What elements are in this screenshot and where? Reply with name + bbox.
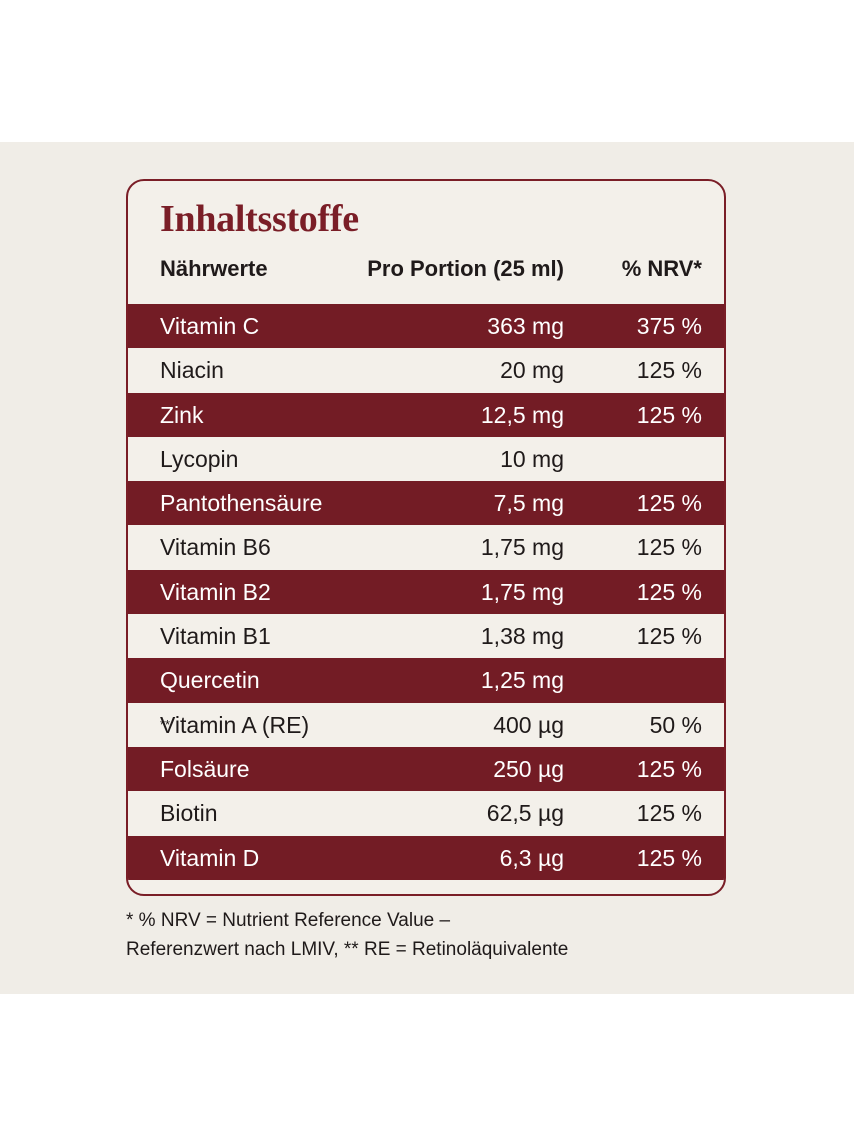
table-row: Vitamin D 6,3 µg 125 % <box>128 835 724 880</box>
nutrient-amount: 1,25 mg <box>480 667 564 694</box>
table-row: Vitamin B1 1,38 mg 125 % <box>128 614 724 658</box>
footnote-line: * % NRV = Nutrient Reference Value – <box>126 910 451 931</box>
nutrient-nrv: 125 % <box>636 534 702 561</box>
header-per-portion: Pro Portion (25 ml) <box>367 256 564 281</box>
nutrient-name: Vitamin B2 <box>160 578 271 605</box>
nutrient-amount: 363 mg <box>487 313 564 339</box>
table-row: Vitamin B2 1,75 mg 125 % <box>128 569 724 615</box>
nutrient-nrv: 125 % <box>636 755 702 782</box>
nutrient-name: Niacin <box>160 357 224 384</box>
table-row: Vitamin C 363 mg 375 % <box>128 304 724 349</box>
table-row: Folsäure 250 µg 125 % <box>128 746 724 792</box>
nutrient-name: Lycopin <box>160 445 239 472</box>
nutrient-name: Vitamin B6 <box>160 534 271 561</box>
nutrient-name: Vitamin C <box>160 313 260 339</box>
nutrient-nrv: 50 % <box>649 711 702 738</box>
footnote-line: Referenzwert nach LMIV, ** RE = Retinolä… <box>126 939 569 960</box>
nutrient-name: Vitamin D <box>160 844 260 871</box>
header-nutrients: Nährwerte <box>160 256 268 281</box>
nutrient-amount: 1,75 mg <box>480 534 564 561</box>
nutrient-name: Quercetin <box>160 667 260 694</box>
table-row: Zink 12,5 mg 125 % <box>128 392 724 437</box>
nutrient-nrv: 375 % <box>636 313 702 339</box>
nutrient-nrv: 125 % <box>636 490 702 517</box>
nutrient-nrv: 125 % <box>636 401 702 428</box>
table-row: Pantothensäure 7,5 mg 125 % <box>128 481 724 526</box>
nutrient-name: Vitamin B1 <box>160 623 271 650</box>
nutrient-name: Biotin <box>160 800 218 827</box>
nutrient-name: Zink <box>160 401 204 428</box>
footnote: * % NRV = Nutrient Reference Value – Ref… <box>126 906 746 964</box>
nutrient-amount: 10 mg <box>500 445 564 472</box>
nutrient-amount: 62,5 µg <box>486 800 564 827</box>
nutrient-amount: 12,5 mg <box>480 401 564 428</box>
nutrition-table-card: Inhaltsstoffe Nährwerte Pro Portion (25 … <box>126 179 726 896</box>
nutrient-amount: 1,38 mg <box>480 623 564 650</box>
table-title: Inhaltsstoffe <box>160 198 359 240</box>
table-header: Nährwerte Pro Portion (25 ml) % NRV* <box>128 253 724 287</box>
nutrient-amount: 1,75 mg <box>480 578 564 605</box>
table-row: Niacin 20 mg 125 % <box>128 348 724 392</box>
nutrient-amount: 400 µg <box>493 711 564 738</box>
table-row: Vitamin A (RE) ** 400 µg 50 % <box>128 703 724 747</box>
nutrient-amount: 20 mg <box>500 357 564 384</box>
nutrient-amount: 6,3 µg <box>499 844 564 871</box>
nutrient-nrv: 125 % <box>636 844 702 871</box>
nutrient-name-text: Vitamin A (RE) <box>160 711 310 738</box>
nutrient-nrv: 125 % <box>636 623 702 650</box>
table-body: Vitamin C 363 mg 375 % Niacin 20 mg 125 … <box>128 304 724 880</box>
header-nrv: % NRV* <box>621 256 702 281</box>
nutrient-nrv: 125 % <box>636 578 702 605</box>
table-row: Vitamin B6 1,75 mg 125 % <box>128 525 724 569</box>
footnote-marker: ** <box>160 716 171 732</box>
content-panel: Inhaltsstoffe Nährwerte Pro Portion (25 … <box>0 142 854 994</box>
nutrient-name: Folsäure <box>160 755 250 782</box>
nutrient-name: Pantothensäure <box>160 490 323 517</box>
table-row: Biotin 62,5 µg 125 % <box>128 791 724 835</box>
table-row: Lycopin 10 mg <box>128 437 724 481</box>
nutrient-nrv: 125 % <box>636 357 702 384</box>
table-row: Quercetin 1,25 mg <box>128 658 724 703</box>
nutrient-amount: 250 µg <box>493 755 564 782</box>
nutrient-amount: 7,5 mg <box>493 490 564 517</box>
nutrient-nrv: 125 % <box>636 800 702 827</box>
